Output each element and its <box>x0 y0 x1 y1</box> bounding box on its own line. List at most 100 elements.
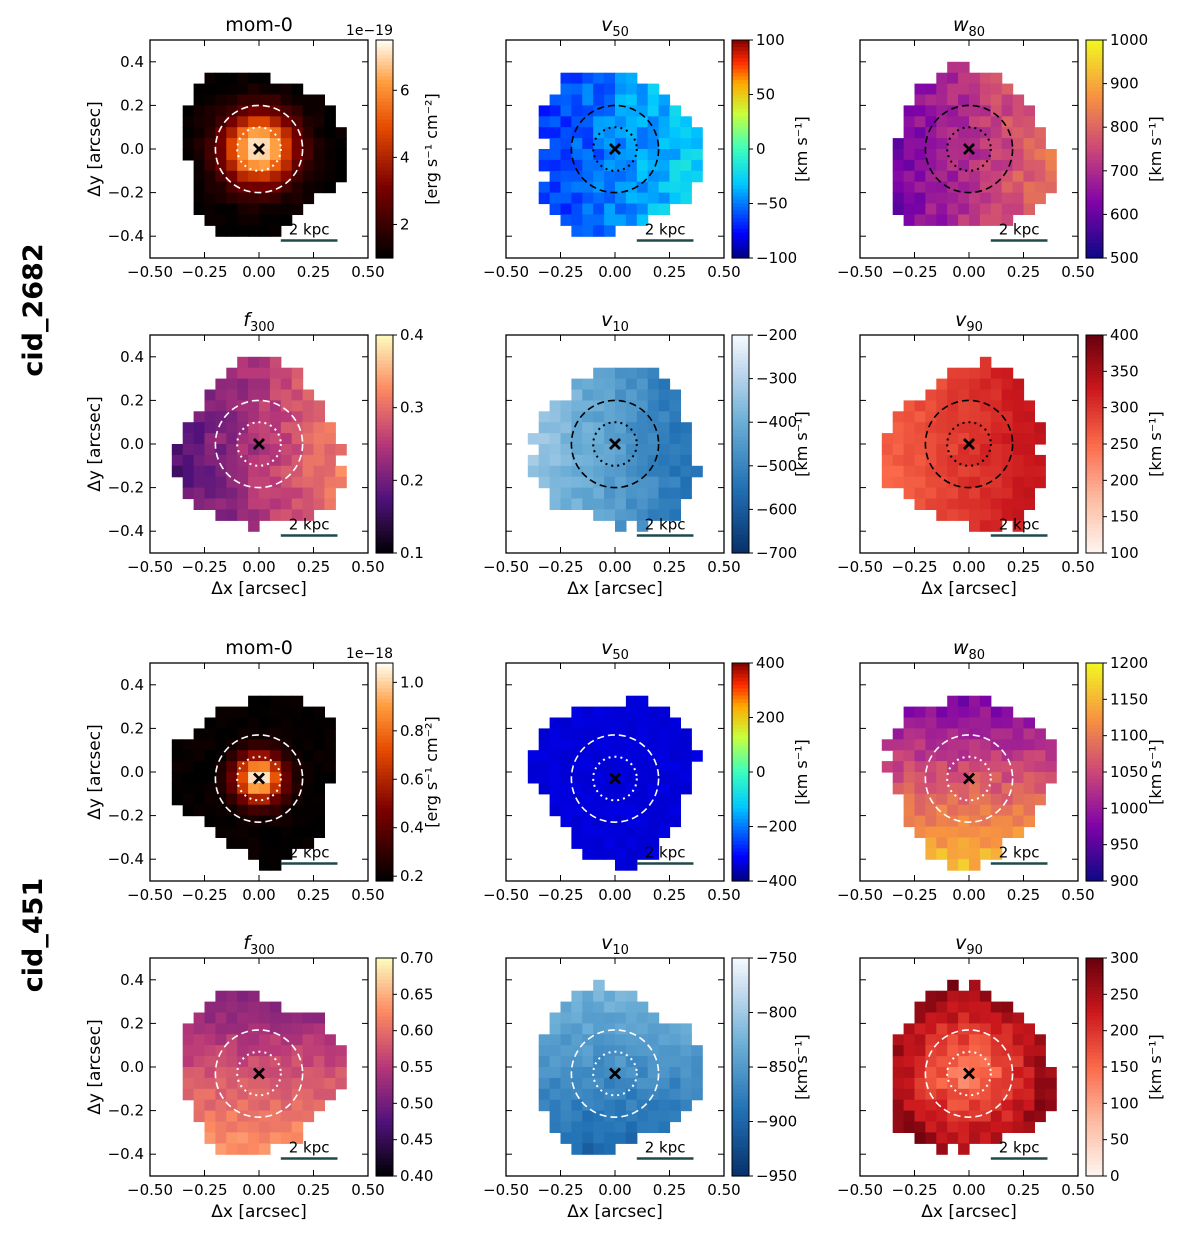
heatmap-cell <box>259 433 271 445</box>
outer-aperture-circle <box>924 104 1014 194</box>
heatmap-cell <box>182 465 195 478</box>
heatmap-cell <box>947 1088 959 1101</box>
heatmap-cell <box>193 498 206 510</box>
heatmap-cell <box>302 181 315 194</box>
heatmap-cell <box>259 695 271 708</box>
heatmap-cell <box>204 1077 216 1090</box>
heatmap-cell <box>958 772 970 784</box>
heatmap-cell <box>204 83 216 96</box>
colorbar-tick-label: 900 <box>1110 75 1139 93</box>
heatmap-cell <box>691 138 703 150</box>
heatmap-cell <box>571 1099 583 1112</box>
heatmap-cell <box>903 170 916 183</box>
colorbar-tick-label: −200 <box>756 326 797 344</box>
colorbar-segment <box>376 371 393 376</box>
heatmap-cell <box>625 389 638 401</box>
heatmap-cell <box>1012 498 1025 510</box>
heatmap-cell <box>647 400 660 412</box>
heatmap-cell <box>969 859 981 871</box>
heatmap-cell <box>582 1088 594 1101</box>
heatmap-cell <box>215 1099 227 1112</box>
colorbar-segment <box>376 790 393 795</box>
heatmap-cell <box>979 72 992 85</box>
panel-6: 2 kpc−0.50 −0.25 0.00 0.25 0.500.40.20.0−0.2… <box>85 637 441 904</box>
heatmap-cell <box>680 433 692 445</box>
heatmap-cell <box>226 400 238 412</box>
heatmap-cell <box>1023 476 1035 489</box>
heatmap-cell <box>560 105 572 117</box>
heatmap-cell <box>193 739 206 751</box>
heatmap-cell <box>914 181 926 194</box>
heatmap-cell <box>990 487 1003 500</box>
heatmap-cell <box>658 433 671 445</box>
heatmap-cell <box>636 94 649 106</box>
colorbar-tick-label: −950 <box>756 1167 797 1185</box>
heatmap-cell <box>237 94 249 106</box>
heatmap-cell <box>237 1132 249 1144</box>
heatmap-cell <box>313 105 325 117</box>
colorbar-segment <box>1086 451 1103 456</box>
heatmap-cell <box>680 1077 692 1090</box>
colorbar: 1.00.80.60.40.21e−18[erg s⁻¹ cm⁻²] <box>346 646 441 885</box>
colorbar-segment <box>376 433 393 438</box>
colorbar-segment <box>376 531 393 536</box>
heatmap-cell <box>193 1012 206 1024</box>
colorbar-label: [km s⁻¹] <box>1146 1034 1165 1100</box>
heatmap-cell <box>259 1088 271 1101</box>
colorbar-segment <box>1086 1085 1103 1090</box>
heatmap-cell <box>248 127 260 139</box>
heatmap-cell <box>593 170 605 183</box>
heatmap-cell <box>549 400 562 412</box>
heatmap-cell <box>1001 761 1014 773</box>
heatmap-cell <box>947 706 959 719</box>
heatmap-cell <box>302 476 315 489</box>
heatmap-cell <box>324 127 336 139</box>
heatmap-cell <box>925 848 937 860</box>
colorbar-segment <box>732 673 749 679</box>
heatmap-cell <box>182 149 195 161</box>
heatmap-cell <box>237 203 249 215</box>
heatmap-cell <box>226 1077 238 1090</box>
heatmap-cell <box>259 1121 271 1133</box>
colorbar-segment <box>376 815 393 820</box>
heatmap-cell <box>1012 815 1025 828</box>
heatmap-cell <box>204 181 216 194</box>
y-tick-label: −0.4 <box>108 1145 144 1163</box>
heatmap-cell <box>925 761 937 773</box>
colorbar-segment <box>376 65 393 70</box>
colorbar-segment <box>732 473 749 478</box>
colorbar-segment <box>732 822 749 828</box>
colorbar-segment <box>732 1106 749 1112</box>
heatmap-cell <box>969 159 981 172</box>
heatmap-cell <box>680 1045 692 1057</box>
heatmap-cell <box>969 1067 981 1079</box>
colorbar-segment <box>376 335 393 340</box>
colorbar-tick-label: 500 <box>1110 249 1139 267</box>
heatmap-cell <box>593 1034 605 1046</box>
heatmap-cell <box>226 1045 238 1057</box>
colorbar-segment <box>376 134 393 139</box>
heatmap-cell <box>669 1110 681 1123</box>
heatmap-cell <box>958 389 970 401</box>
heatmap-cell <box>269 411 282 423</box>
colorbar-segment <box>1086 545 1103 550</box>
heatmap-cell <box>1034 181 1046 194</box>
heatmap-cell <box>958 454 970 467</box>
heatmap-cell <box>560 750 572 762</box>
colorbar-frame <box>731 334 750 554</box>
heatmap-cell <box>658 454 671 467</box>
colorbar-segment <box>732 451 749 456</box>
heatmap-cell <box>958 1067 970 1079</box>
heatmap-cell <box>313 487 325 500</box>
heatmap-cell <box>969 1034 981 1046</box>
heatmap-cell <box>280 804 293 817</box>
heatmap-cell <box>625 72 638 85</box>
colorbar-segment <box>1086 1041 1103 1046</box>
colorbar-tick-label: 200 <box>1110 471 1139 489</box>
panel-title: f300 <box>243 932 275 958</box>
colorbar-segment <box>376 1059 393 1064</box>
heatmap-cell <box>958 717 970 729</box>
heatmap-cell <box>892 159 905 172</box>
colorbar-segment <box>376 1168 393 1173</box>
heatmap-cell <box>215 1056 227 1068</box>
